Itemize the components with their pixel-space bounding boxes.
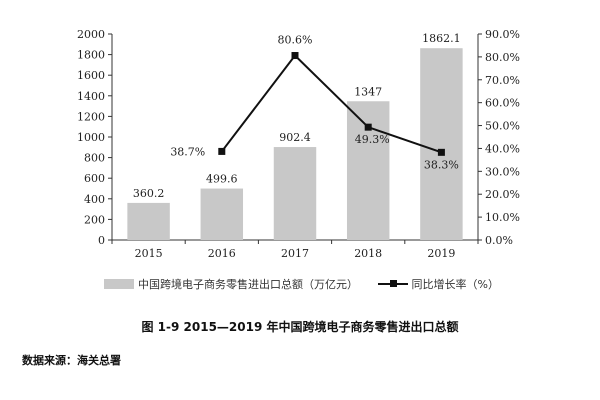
- bar-data-label: 360.2: [133, 187, 165, 200]
- y-tick-label-left: 1800: [77, 49, 105, 62]
- y-tick-label-left: 200: [84, 213, 105, 226]
- y-tick-label-left: 600: [84, 172, 105, 185]
- data-source: 数据来源：海关总署: [22, 354, 121, 367]
- bar: [273, 147, 317, 240]
- y-tick-label-right: 70.0%: [485, 74, 520, 87]
- figure-caption: 图 1-9 2015—2019 年中国跨境电子商务零售进出口总额: [141, 320, 459, 334]
- legend: 中国跨境电子商务零售进出口总额（万亿元） 同比增长率（%）: [104, 276, 515, 292]
- growth-line: [221, 54, 442, 154]
- x-tick-label: 2019: [427, 247, 455, 260]
- x-tick-label: 2015: [135, 247, 163, 260]
- y-tick-label-right: 80.0%: [485, 51, 520, 64]
- bar-data-label: 499.6: [206, 173, 238, 186]
- y-tick-label-right: 90.0%: [485, 28, 520, 41]
- bar-data-label: 902.4: [279, 131, 311, 144]
- y-tick-label-left: 1000: [77, 131, 105, 144]
- x-tick-label: 2017: [281, 247, 309, 260]
- y-tick-label-right: 30.0%: [485, 165, 520, 178]
- line-point: [364, 123, 372, 131]
- x-tick-label: 2016: [208, 247, 236, 260]
- y-tick-label-right: 0.0%: [485, 234, 513, 247]
- y-tick-label-right: 10.0%: [485, 211, 520, 224]
- y-tick-label-right: 60.0%: [485, 97, 520, 110]
- legend-label-line: 同比增长率（%）: [411, 278, 499, 291]
- bar: [200, 188, 244, 240]
- line-data-label: 80.6%: [278, 34, 313, 47]
- y-tick-label-right: 20.0%: [485, 188, 520, 201]
- bar: [420, 48, 463, 240]
- x-tick-label: 2018: [354, 247, 382, 260]
- line-data-label: 38.3%: [424, 158, 459, 171]
- bar: [127, 202, 170, 240]
- bar: [346, 101, 390, 240]
- line-point: [218, 147, 226, 155]
- y-tick-label-right: 40.0%: [485, 142, 520, 155]
- legend-swatch-bar: [104, 279, 134, 289]
- bar-data-label: 1347: [354, 85, 382, 98]
- y-tick-label-left: 1200: [77, 110, 105, 123]
- line-point: [291, 52, 299, 60]
- legend-swatch-line: [377, 279, 408, 289]
- y-tick-label-left: 1400: [77, 90, 105, 103]
- y-tick-label-left: 2000: [77, 28, 105, 41]
- y-tick-label-left: 0: [98, 234, 105, 247]
- bar-data-label: 1862.1: [422, 32, 461, 45]
- line-point: [437, 148, 445, 156]
- legend-item-bar: 中国跨境电子商务零售进出口总额（万亿元）: [104, 276, 358, 292]
- legend-item-line: 同比增长率（%）: [377, 276, 499, 292]
- y-tick-label-left: 400: [84, 193, 105, 206]
- line-data-label: 49.3%: [355, 133, 390, 146]
- y-tick-label-left: 1600: [77, 69, 105, 82]
- y-tick-label-right: 50.0%: [485, 120, 520, 133]
- legend-label-bar: 中国跨境电子商务零售进出口总额（万亿元）: [138, 278, 358, 291]
- line-data-label: 38.7%: [170, 145, 205, 158]
- y-tick-label-left: 800: [84, 152, 105, 165]
